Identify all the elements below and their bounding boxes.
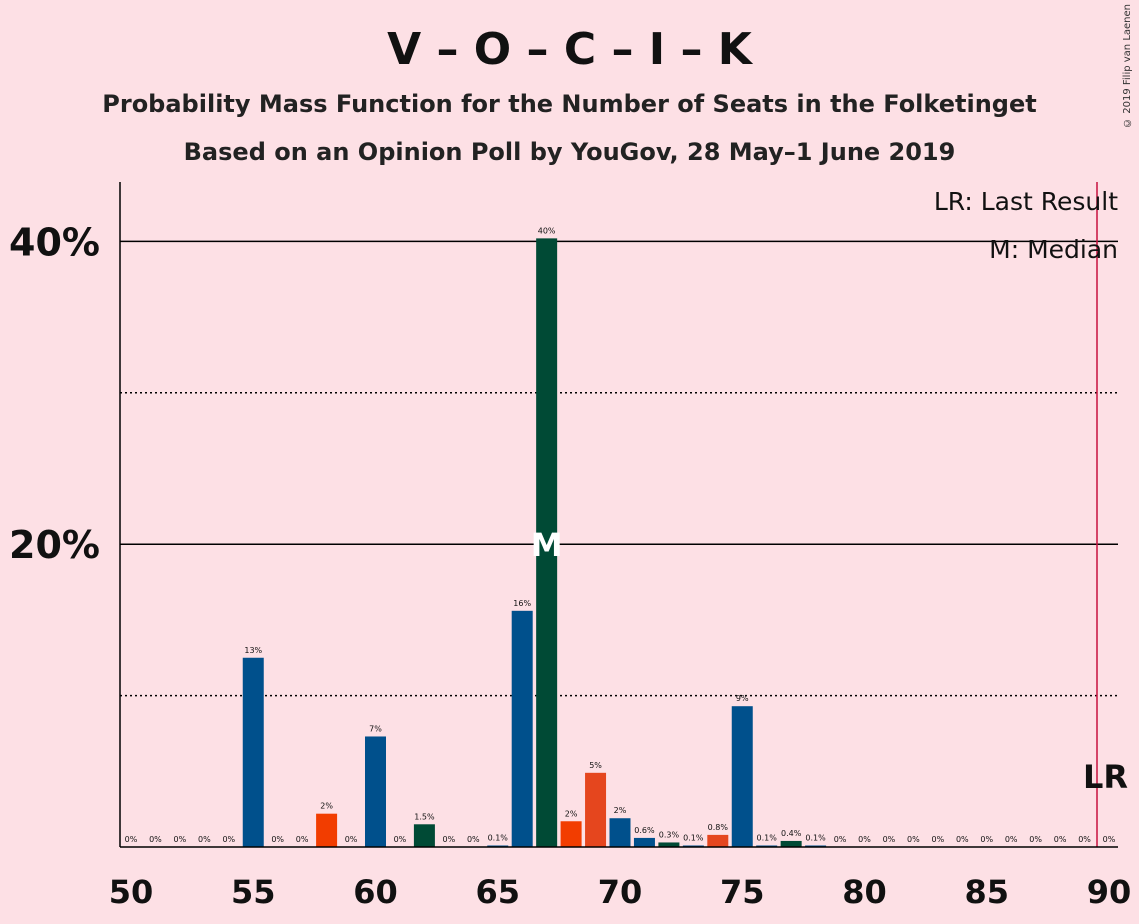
data-label: 0% (1103, 835, 1116, 844)
data-label: 0% (222, 835, 235, 844)
bar (365, 736, 386, 847)
x-tick-label: 50 (109, 873, 154, 911)
bar (536, 238, 558, 847)
bar (707, 834, 729, 847)
data-label: 0% (883, 835, 896, 844)
data-label: 0% (125, 835, 138, 844)
x-tick-label: 90 (1087, 873, 1132, 911)
data-label: 0% (858, 835, 871, 844)
y-tick-label: 20% (9, 523, 100, 567)
bar (316, 813, 338, 847)
data-label: 2% (565, 809, 578, 818)
data-label: 0% (296, 835, 309, 844)
chart-title: V – O – C – I – K (387, 24, 752, 75)
data-label: 2% (614, 806, 627, 815)
chart-subtitle-2: Based on an Opinion Poll by YouGov, 28 M… (183, 138, 956, 166)
data-label: 0% (931, 835, 944, 844)
data-label: 0.1% (488, 833, 509, 842)
x-tick-label: 80 (842, 873, 887, 911)
bar (413, 824, 435, 847)
bar (731, 706, 753, 847)
x-tick-label: 55 (231, 873, 276, 911)
legend-entry: LR: Last Result (934, 187, 1118, 216)
data-label: 2% (320, 802, 333, 811)
y-tick-label: 40% (9, 220, 100, 264)
data-label: 0% (467, 835, 480, 844)
data-label: 40% (538, 226, 556, 235)
data-label: 0.1% (683, 833, 704, 842)
data-label: 0% (271, 835, 284, 844)
data-label: 0.8% (708, 823, 729, 832)
data-label: 0.4% (781, 829, 802, 838)
data-label: 0% (1078, 835, 1091, 844)
x-tick-label: 65 (475, 873, 520, 911)
bar (658, 842, 680, 847)
data-label: 0% (174, 835, 187, 844)
data-label: 0% (980, 835, 993, 844)
x-tick-label: 60 (353, 873, 398, 911)
bar (805, 845, 827, 847)
chart-subtitle: Probability Mass Function for the Number… (102, 90, 1037, 118)
bar (487, 845, 509, 847)
bar (609, 818, 631, 847)
data-label: 13% (244, 646, 262, 655)
last-result-label: LR (1083, 758, 1128, 796)
data-label: 0% (907, 835, 920, 844)
data-label: 1.5% (414, 812, 435, 821)
data-label: 0% (1005, 835, 1018, 844)
x-tick-label: 75 (720, 873, 765, 911)
bar (682, 845, 704, 847)
data-label: 0% (198, 835, 211, 844)
data-label: 5% (589, 761, 602, 770)
bar (242, 657, 264, 847)
data-label: 0% (394, 835, 407, 844)
data-label: 0.3% (659, 830, 680, 839)
data-label: 0% (345, 835, 358, 844)
bar (511, 610, 533, 847)
legend-entry: M: Median (989, 235, 1118, 264)
data-label: 0% (956, 835, 969, 844)
data-label: 7% (369, 724, 382, 733)
data-label: 9% (736, 694, 749, 703)
data-label: 0.1% (805, 833, 826, 842)
x-tick-label: 70 (598, 873, 643, 911)
data-label: 0.6% (634, 826, 655, 835)
bar (585, 772, 607, 847)
data-label: 0% (1029, 835, 1042, 844)
bar (633, 837, 655, 847)
bar (780, 840, 802, 847)
x-tick-label: 85 (964, 873, 1009, 911)
median-marker: M (531, 526, 563, 564)
bar (756, 845, 778, 847)
data-label: 0% (1054, 835, 1067, 844)
data-label: 0% (442, 835, 455, 844)
data-label: 0% (149, 835, 162, 844)
data-label: 0% (834, 835, 847, 844)
data-label: 0.1% (757, 833, 778, 842)
data-label: 16% (513, 599, 531, 608)
bar (560, 821, 582, 847)
